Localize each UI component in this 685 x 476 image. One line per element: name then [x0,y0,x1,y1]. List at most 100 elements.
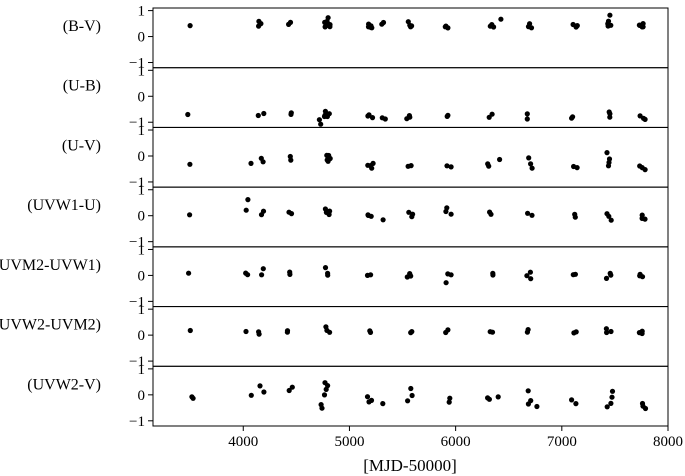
data-point [526,401,531,406]
data-point [449,212,454,217]
panel-frame [153,307,668,367]
data-point [366,24,371,29]
y-tick-label: 1 [138,123,146,139]
data-point [444,280,449,285]
panel-5: −101(UVM2-UVW1) [0,242,668,310]
data-point [640,274,645,279]
data-point [191,396,196,401]
data-point [525,330,530,335]
data-point [325,273,330,278]
data-point [285,330,290,335]
panel-6: −101(UVW2-UVM2) [0,302,668,370]
data-point [185,112,190,117]
chart-panels: −101(B-V)−101(U-B)−101(U-V)−101(UVW1-U)−… [0,4,668,430]
data-point [257,383,262,388]
data-point [286,22,291,27]
data-point [319,406,324,411]
y-tick-label: −1 [129,414,145,430]
panel-frame [153,127,668,187]
data-point [187,212,192,217]
x-tick-label: 8000 [653,434,683,450]
data-point [327,22,332,27]
data-point [317,117,322,122]
data-point [256,24,261,29]
panel-label: (U-B) [63,78,101,95]
data-point [573,215,578,220]
data-point [609,395,614,400]
data-point [606,23,611,28]
y-tick-label: 0 [138,328,146,344]
data-point [604,150,609,155]
data-point [245,197,250,202]
data-point [449,164,454,169]
panel-label: (UVW2-V) [27,376,101,393]
data-point [365,394,370,399]
data-point [608,273,613,278]
data-point [608,329,613,334]
data-point [573,401,578,406]
panel-points [187,197,648,223]
data-point [643,167,648,172]
data-point [257,332,262,337]
data-point [325,157,330,162]
data-point [287,388,292,393]
data-point [287,272,292,277]
y-tick-label: 1 [138,242,146,258]
y-tick-label: 1 [138,63,146,79]
data-point [607,115,612,120]
data-point [571,272,576,277]
data-point [605,404,610,409]
data-point [534,404,539,409]
data-point [380,401,385,406]
data-point [365,273,370,278]
data-point [526,388,531,393]
data-point [530,166,535,171]
x-tick-label: 7000 [547,434,577,450]
data-point [383,116,388,121]
y-tick-label: 1 [138,183,146,199]
y-tick-label: 1 [138,4,146,20]
data-point [261,389,266,394]
y-tick-label: 0 [138,388,146,404]
data-point [525,111,530,116]
data-point [497,157,502,162]
data-point [490,330,495,335]
panel-2: −1 0 1 (U-B) [63,63,668,131]
data-point [366,399,371,404]
data-point [259,212,264,217]
data-point [249,393,254,398]
data-point [408,330,413,335]
data-point [405,398,410,403]
y-tick-label: 0 [138,89,146,105]
data-point [243,329,248,334]
data-point [609,218,614,223]
data-point [486,164,491,169]
data-point [259,272,264,277]
data-point [643,406,648,411]
data-point [529,213,534,218]
data-point [447,400,452,405]
panel-7: −1 0 1 (UVW2-V) [27,362,668,430]
data-point [326,153,331,158]
data-point [324,387,329,392]
data-point [571,330,576,335]
data-point [604,330,609,335]
x-tick-label: 5000 [334,434,364,450]
data-point [261,159,266,164]
data-point [370,115,375,120]
data-point [443,209,448,214]
data-point [604,276,609,281]
y-tick-label: 0 [138,30,146,46]
panel-points [187,150,647,172]
data-point [569,116,574,121]
data-point [408,386,413,391]
panel-label: (UVW1-U) [27,197,101,214]
data-point [528,276,533,281]
data-point [261,266,266,271]
x-axis-label: [MJD-50000] [363,456,457,475]
data-point [327,111,332,116]
data-point [488,24,493,29]
data-point [610,389,615,394]
data-point [642,217,647,222]
